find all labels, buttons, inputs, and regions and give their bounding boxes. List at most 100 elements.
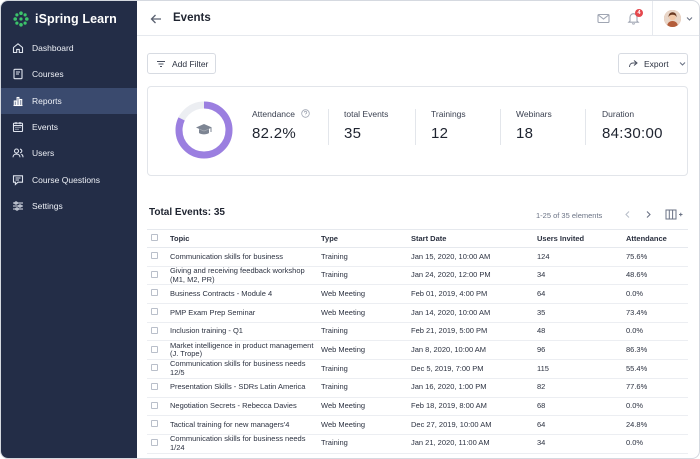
- sidebar-item-settings[interactable]: Settings: [1, 193, 137, 219]
- row-select-cell: [147, 378, 170, 398]
- cell-type: Training: [321, 378, 411, 398]
- column-header-users-invited[interactable]: Users Invited: [537, 229, 626, 248]
- table-row[interactable]: Market intelligence in product managemen…: [147, 340, 688, 361]
- help-icon[interactable]: [301, 109, 311, 118]
- stat-divider: [328, 109, 329, 145]
- cell-start-date: Jan 24, 2020, 12:00 PM: [411, 266, 537, 286]
- table-row[interactable]: Giving and receiving feedback workshop (…: [147, 266, 688, 286]
- trainings-value: 12: [431, 125, 449, 142]
- cell-users-invited: 82: [537, 378, 626, 398]
- table-row[interactable]: Negotiation Secrets - Rebecca Davies Web …: [147, 397, 688, 417]
- row-checkbox[interactable]: [151, 326, 158, 334]
- cell-topic: Communication skills for business needs …: [170, 434, 321, 454]
- table-body: Communication skills for business Trainin…: [147, 247, 688, 454]
- home-icon: [12, 42, 24, 54]
- back-arrow-icon[interactable]: [149, 12, 163, 26]
- users-icon: [12, 147, 24, 159]
- row-checkbox[interactable]: [151, 382, 158, 390]
- cell-type: Web Meeting: [321, 415, 411, 435]
- add-filter-button[interactable]: Add Filter: [147, 53, 216, 74]
- top-header: Events 4: [137, 1, 699, 36]
- attendance-value: 82.2%: [252, 125, 297, 142]
- brand-name: iSpring Learn: [35, 12, 117, 26]
- brand[interactable]: iSpring Learn: [13, 10, 117, 28]
- table-header-row: Topic Type Start Date Users Invited Atte…: [147, 229, 688, 248]
- filter-lines-icon: [157, 60, 165, 67]
- page-title: Events: [173, 12, 211, 24]
- total-events-label: total Events: [344, 109, 389, 119]
- sidebar-item-events[interactable]: Events: [1, 114, 137, 140]
- cell-start-date: Jan 8, 2020, 10:00 AM: [411, 340, 537, 361]
- trainings-label: Trainings: [431, 109, 466, 119]
- cell-users-invited: 35: [537, 303, 626, 323]
- sidebar-item-users[interactable]: Users: [1, 140, 137, 166]
- share-export-icon: [629, 59, 638, 67]
- cell-users-invited: 34: [537, 266, 626, 286]
- chevron-left-icon[interactable]: [623, 210, 632, 219]
- cell-attendance: 48.6%: [626, 266, 688, 286]
- row-checkbox[interactable]: [151, 420, 158, 428]
- sidebar-item-reports[interactable]: Reports: [1, 87, 137, 114]
- table-row[interactable]: Inclusion training - Q1 Training Feb 21, 2…: [147, 322, 688, 342]
- table-row[interactable]: Presentation Skills - SDRs Latin America…: [147, 378, 688, 398]
- row-checkbox[interactable]: [151, 438, 158, 446]
- export-label: Export: [644, 58, 669, 69]
- export-button[interactable]: Export: [618, 53, 688, 74]
- duration-value: 84:30:00: [602, 125, 663, 142]
- column-settings-icon[interactable]: [665, 209, 683, 220]
- sidebar-nav: Dashboard Courses Reports Events: [1, 35, 137, 219]
- cell-start-date: Feb 01, 2019, 4:00 PM: [411, 284, 537, 305]
- mail-icon[interactable]: [597, 12, 610, 25]
- sidebar-item-dashboard[interactable]: Dashboard: [1, 35, 137, 61]
- row-checkbox[interactable]: [151, 345, 158, 353]
- cell-topic: Market intelligence in product managemen…: [170, 340, 321, 361]
- table-row[interactable]: Communication skills for business Trainin…: [147, 247, 688, 267]
- cell-type: Web Meeting: [321, 303, 411, 323]
- attendance-stat: Attendance 82.2%: [252, 109, 311, 142]
- column-header-start-date[interactable]: Start Date: [411, 229, 537, 248]
- table-row[interactable]: PMP Exam Prep Seminar Web Meeting Jan 14, …: [147, 303, 688, 323]
- table-row[interactable]: Tactical training for new managers'4 Web …: [147, 415, 688, 435]
- stat-divider: [585, 109, 586, 145]
- webinars-label: Webinars: [516, 109, 552, 119]
- row-checkbox[interactable]: [151, 308, 158, 316]
- sidebar: iSpring Learn Dashboard Courses Reports: [1, 1, 137, 458]
- cell-users-invited: 115: [537, 359, 626, 379]
- cell-start-date: Feb 18, 2019, 8:00 AM: [411, 397, 537, 417]
- row-checkbox[interactable]: [151, 270, 158, 278]
- row-select-cell: [147, 434, 170, 454]
- row-select-cell: [147, 340, 170, 361]
- row-select-cell: [147, 266, 170, 286]
- cell-attendance: 24.8%: [626, 415, 688, 435]
- avatar[interactable]: [664, 10, 681, 27]
- stat-divider: [415, 109, 416, 145]
- column-header-attendance[interactable]: Attendance: [626, 229, 688, 248]
- table-title: Total Events: 35: [149, 207, 225, 218]
- attendance-label: Attendance: [252, 109, 296, 119]
- sidebar-item-courses[interactable]: Courses: [1, 61, 137, 87]
- select-all-checkbox[interactable]: [151, 234, 158, 241]
- select-all-cell: [147, 229, 170, 248]
- cell-start-date: Feb 21, 2019, 5:00 PM: [411, 322, 537, 342]
- cell-type: Training: [321, 434, 411, 454]
- cell-users-invited: 124: [537, 247, 626, 267]
- row-checkbox[interactable]: [151, 289, 158, 297]
- cell-attendance: 0.0%: [626, 434, 688, 454]
- cell-topic: Negotiation Secrets - Rebecca Davies: [170, 397, 321, 417]
- table-row[interactable]: Communication skills for business needs …: [147, 434, 688, 454]
- row-checkbox[interactable]: [151, 364, 158, 372]
- attendance-donut-chart: [175, 101, 233, 159]
- table-row[interactable]: Business Contracts - Module 4 Web Meeting…: [147, 284, 688, 305]
- chevron-right-icon[interactable]: [644, 210, 653, 219]
- cell-users-invited: 64: [537, 284, 626, 305]
- column-header-type[interactable]: Type: [321, 229, 411, 248]
- cell-topic: Tactical training for new managers'4: [170, 415, 321, 435]
- column-header-topic[interactable]: Topic: [170, 229, 321, 248]
- row-checkbox[interactable]: [151, 401, 158, 409]
- chevron-down-icon[interactable]: [686, 15, 693, 22]
- row-checkbox[interactable]: [151, 252, 158, 260]
- table-row[interactable]: Communication skills for business needs …: [147, 359, 688, 379]
- cell-type: Training: [321, 359, 411, 379]
- sidebar-item-course-questions[interactable]: Course Questions: [1, 166, 137, 192]
